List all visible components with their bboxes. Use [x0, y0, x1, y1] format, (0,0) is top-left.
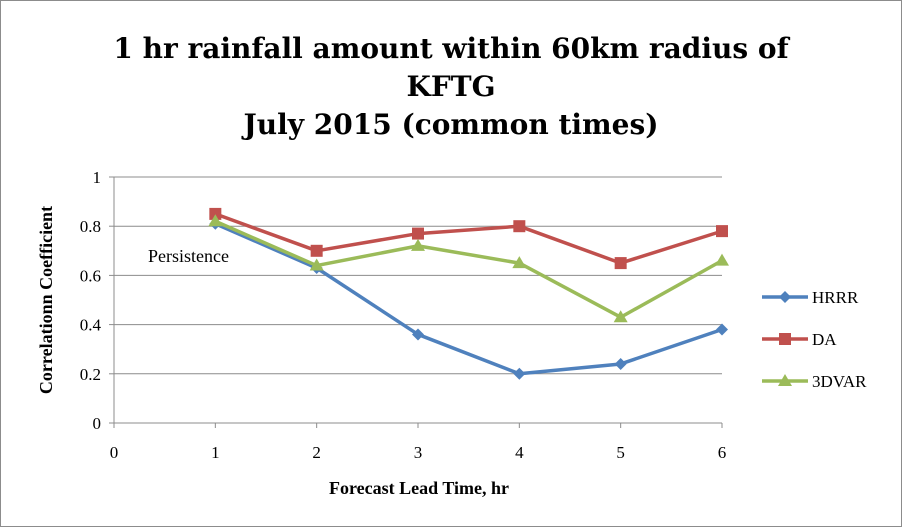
data-point-da: [310, 244, 323, 257]
legend-item-da: DA: [762, 330, 837, 349]
legend-item-3dvar: 3DVAR: [762, 372, 867, 391]
data-point-hrrr: [513, 367, 526, 380]
x-tick-label: 0: [110, 443, 119, 462]
x-tick-label: 5: [616, 443, 625, 462]
y-tick-label: 0: [93, 414, 102, 433]
data-point-da: [209, 207, 222, 220]
legend-item-hrrr: HRRR: [762, 288, 859, 307]
y-tick-label: 0.4: [80, 316, 102, 335]
legend-label-hrrr: HRRR: [812, 288, 859, 307]
data-point-hrrr: [412, 328, 424, 341]
data-point-hrrr: [614, 357, 627, 370]
data-point-hrrr: [716, 323, 728, 336]
series-group: [208, 207, 729, 380]
data-point-3dvar: [309, 258, 324, 271]
y-axis-label: Correlationn Coefficient: [36, 206, 56, 394]
y-tick-label: 1: [93, 168, 102, 187]
legend: HRRR DA 3DVAR: [762, 288, 867, 391]
gridlines: [114, 176, 722, 375]
x-tick-label: 3: [414, 443, 423, 462]
x-axis-label: Forecast Lead Time, hr: [329, 478, 509, 498]
series-line-da: [214, 212, 723, 265]
x-tick-label: 4: [515, 443, 524, 462]
x-tick-label: 1: [211, 443, 220, 462]
y-tick-label: 0.6: [80, 266, 101, 285]
data-point-da: [716, 225, 728, 238]
title-line-1: 1 hr rainfall amount within 60km radius …: [113, 32, 789, 65]
axes: [109, 176, 723, 428]
series-line-3dvar: [214, 219, 723, 319]
persistence-annotation: Persistence: [148, 246, 229, 266]
legend-marker-hrrr: [779, 291, 791, 303]
title-line-3: July 2015 (common times): [243, 108, 659, 141]
legend-label-3dvar: 3DVAR: [812, 372, 867, 391]
data-point-da: [412, 227, 424, 240]
y-tick-label: 0.2: [80, 365, 101, 384]
y-tick-labels: 0 0.2 0.4 0.6 0.8 1: [80, 168, 102, 433]
x-tick-labels: 0 1 2 3 4 5 6: [110, 443, 727, 462]
series-da: [209, 207, 728, 270]
legend-marker-da: [779, 333, 791, 345]
title-line-2: KFTG: [406, 70, 496, 103]
x-tick-label: 6: [718, 443, 727, 462]
data-point-da: [614, 257, 627, 270]
data-point-3dvar: [411, 238, 425, 251]
data-point-da: [513, 220, 526, 233]
data-point-3dvar: [715, 253, 729, 266]
data-point-3dvar: [613, 310, 628, 323]
legend-marker-3dvar: [778, 374, 792, 386]
legend-label-da: DA: [812, 330, 837, 349]
chart-title: 1 hr rainfall amount within 60km radius …: [0, 30, 902, 144]
y-tick-label: 0.8: [80, 217, 101, 236]
data-point-3dvar: [208, 214, 223, 227]
series-3dvar: [208, 214, 729, 323]
x-tick-label: 2: [312, 443, 321, 462]
data-point-3dvar: [512, 256, 527, 269]
series-line-hrrr: [214, 222, 723, 376]
